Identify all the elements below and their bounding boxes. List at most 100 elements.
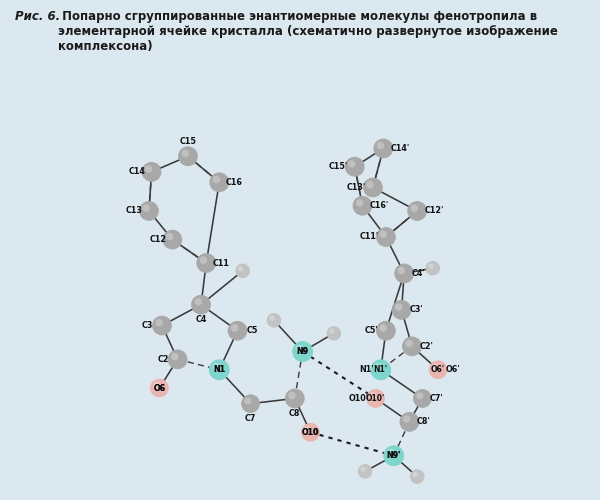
Circle shape xyxy=(387,449,395,456)
Text: C11': C11' xyxy=(359,232,379,241)
Circle shape xyxy=(346,158,364,176)
Circle shape xyxy=(432,364,439,370)
Circle shape xyxy=(288,392,296,400)
Text: C5: C5 xyxy=(247,326,258,335)
Circle shape xyxy=(269,316,275,321)
Text: O6: O6 xyxy=(153,384,166,392)
Text: C4': C4' xyxy=(412,269,425,278)
Circle shape xyxy=(403,416,410,423)
Circle shape xyxy=(209,360,229,380)
Circle shape xyxy=(140,202,158,220)
Circle shape xyxy=(379,230,387,238)
Circle shape xyxy=(416,392,423,400)
Circle shape xyxy=(200,256,207,264)
Circle shape xyxy=(302,424,319,441)
Circle shape xyxy=(403,337,421,355)
Circle shape xyxy=(153,382,160,389)
Circle shape xyxy=(400,412,419,431)
Circle shape xyxy=(395,304,403,311)
Text: C15': C15' xyxy=(328,162,347,171)
Text: N9: N9 xyxy=(297,347,308,356)
Circle shape xyxy=(410,204,418,212)
Circle shape xyxy=(371,360,391,380)
Text: N9: N9 xyxy=(296,347,309,356)
Circle shape xyxy=(171,353,179,360)
Text: O10': O10' xyxy=(349,394,369,403)
Text: O6: O6 xyxy=(154,384,165,392)
Text: C12': C12' xyxy=(424,206,443,216)
Circle shape xyxy=(163,230,182,249)
Circle shape xyxy=(395,264,413,283)
Circle shape xyxy=(151,379,168,397)
Circle shape xyxy=(267,314,281,327)
Circle shape xyxy=(428,264,433,269)
Circle shape xyxy=(231,324,238,332)
Text: Рис. 6.: Рис. 6. xyxy=(15,10,60,24)
Text: C11: C11 xyxy=(212,258,229,268)
Circle shape xyxy=(293,342,313,361)
Text: C14: C14 xyxy=(128,168,145,176)
Circle shape xyxy=(242,395,259,412)
Text: N1: N1 xyxy=(213,366,226,374)
Circle shape xyxy=(238,266,244,272)
Circle shape xyxy=(367,390,385,407)
Text: C13': C13' xyxy=(347,183,366,192)
Circle shape xyxy=(392,300,411,320)
Circle shape xyxy=(212,363,220,371)
Circle shape xyxy=(210,173,229,192)
Circle shape xyxy=(408,202,427,220)
Text: O6': O6' xyxy=(445,366,460,374)
Circle shape xyxy=(379,324,387,332)
Text: N9': N9' xyxy=(386,451,401,460)
Text: O10: O10 xyxy=(302,428,319,437)
Circle shape xyxy=(384,446,404,466)
Circle shape xyxy=(142,204,150,212)
Text: C3: C3 xyxy=(142,321,153,330)
Text: C12: C12 xyxy=(149,235,166,244)
Circle shape xyxy=(142,162,161,181)
Text: O6': O6' xyxy=(431,366,445,374)
Circle shape xyxy=(429,361,447,378)
Text: C15: C15 xyxy=(179,137,196,146)
Text: C2: C2 xyxy=(157,355,169,364)
Text: C5': C5' xyxy=(364,326,378,335)
Circle shape xyxy=(145,166,152,173)
Text: C13: C13 xyxy=(126,206,143,216)
Text: N9': N9' xyxy=(386,451,401,460)
Circle shape xyxy=(426,262,440,275)
Text: C4: C4 xyxy=(196,315,207,324)
Circle shape xyxy=(377,322,395,340)
Circle shape xyxy=(364,178,382,197)
Circle shape xyxy=(296,344,304,352)
Text: N1': N1' xyxy=(374,366,388,374)
Circle shape xyxy=(191,296,211,314)
Circle shape xyxy=(197,254,215,272)
Circle shape xyxy=(236,264,250,278)
Circle shape xyxy=(166,233,173,240)
Circle shape xyxy=(406,340,413,347)
Text: N1': N1' xyxy=(359,366,373,374)
Text: C14': C14' xyxy=(391,144,410,153)
Circle shape xyxy=(367,181,374,188)
Circle shape xyxy=(398,267,405,274)
Circle shape xyxy=(370,392,376,400)
Circle shape xyxy=(413,390,431,407)
Text: C16': C16' xyxy=(370,201,389,210)
Text: N1: N1 xyxy=(214,366,225,374)
Circle shape xyxy=(213,176,220,183)
Circle shape xyxy=(374,139,393,158)
Circle shape xyxy=(304,426,311,433)
Circle shape xyxy=(181,150,189,157)
Circle shape xyxy=(412,472,418,477)
Text: C2': C2' xyxy=(419,342,433,351)
Circle shape xyxy=(194,298,202,306)
Text: C8': C8' xyxy=(417,418,431,426)
Circle shape xyxy=(244,398,251,404)
Circle shape xyxy=(377,228,395,246)
Circle shape xyxy=(356,199,364,206)
Circle shape xyxy=(377,142,384,150)
Circle shape xyxy=(327,326,341,340)
Text: O10': O10' xyxy=(366,394,385,403)
Text: O10: O10 xyxy=(302,428,319,437)
Text: C16: C16 xyxy=(226,178,242,187)
